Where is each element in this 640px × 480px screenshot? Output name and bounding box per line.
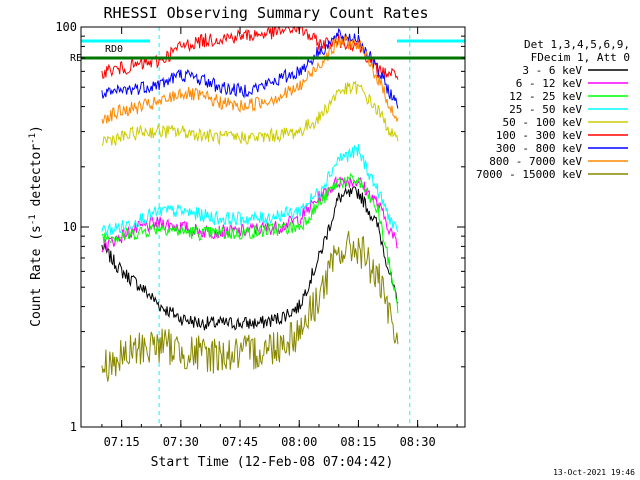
series-line-3	[101, 143, 399, 236]
y-axis: 1 10 100	[55, 20, 465, 434]
series-line-7	[101, 35, 399, 124]
legend-label-2: 12 - 25 keV	[509, 90, 582, 103]
legend-label-0: 3 - 6 keV	[522, 64, 582, 77]
chart-title: RHESSI Observing Summary Count Rates	[103, 4, 428, 22]
legend-header-2: FDecim 1, Att 0	[531, 51, 630, 64]
series-line-6	[101, 28, 399, 109]
timestamp: 13-Oct-2021 19:46	[553, 468, 635, 477]
x-tick-label-5: 08:30	[400, 435, 436, 449]
legend-label-4: 50 - 100 keV	[503, 116, 583, 129]
y-tick-label-0: 1	[70, 420, 77, 434]
legend-header-1: Det 1,3,4,5,6,9,	[524, 38, 630, 51]
y-tick-label-1: 10	[63, 220, 77, 234]
x-tick-label-0: 07:15	[104, 435, 140, 449]
x-tick-label-3: 08:00	[281, 435, 317, 449]
legend-label-5: 100 - 300 keV	[496, 129, 582, 142]
flag-layer: RD0 RE	[70, 39, 465, 64]
x-tick-label-4: 08:15	[340, 435, 376, 449]
series-layer	[101, 26, 399, 382]
flag-label-re: RE	[70, 53, 82, 64]
series-line-8	[101, 230, 399, 382]
flag-label-rd0: RD0	[105, 44, 123, 55]
x-tick-label-2: 07:45	[222, 435, 258, 449]
series-line-0	[101, 186, 399, 331]
legend: Det 1,3,4,5,6,9, FDecim 1, Att 0 3 - 6 k…	[476, 38, 630, 181]
series-line-4	[101, 80, 399, 146]
legend-label-6: 300 - 800 keV	[496, 142, 582, 155]
x-tick-label-1: 07:30	[163, 435, 199, 449]
series-line-2	[101, 172, 399, 314]
y-tick-label-2: 100	[55, 20, 77, 34]
x-axis: 07:15 07:30 07:45 08:00 08:15 08:30	[101, 27, 458, 449]
legend-label-8: 7000 - 15000 keV	[476, 168, 582, 181]
legend-label-7: 800 - 7000 keV	[489, 155, 582, 168]
legend-label-3: 25 - 50 keV	[509, 103, 582, 116]
legend-label-1: 6 - 12 keV	[516, 77, 583, 90]
y-axis-label: Count Rate (s-1 detector-1)	[28, 125, 44, 327]
x-axis-label: Start Time (12-Feb-08 07:04:42)	[151, 455, 394, 470]
